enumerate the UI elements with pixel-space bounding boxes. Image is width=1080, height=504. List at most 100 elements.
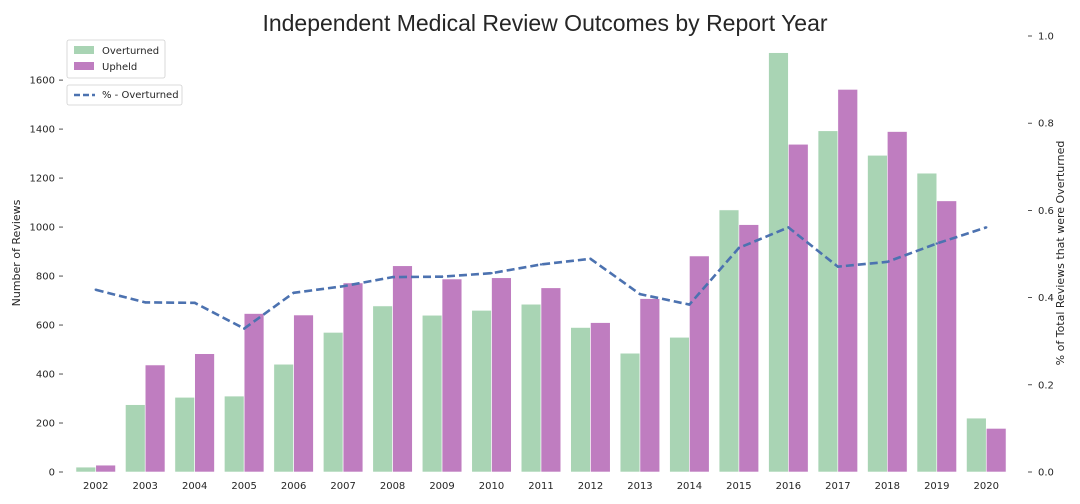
bar-upheld-2006 <box>293 314 314 473</box>
line-point-2011 <box>539 263 543 266</box>
x-tick-label-2009: 2009 <box>429 481 454 492</box>
bar-upheld-2011 <box>540 287 562 473</box>
y-tick-label-5: 1000 <box>30 223 55 234</box>
bar-overturned-2006 <box>273 363 294 473</box>
bar-overturned-2014 <box>669 336 690 473</box>
bar-overturned-2013 <box>619 352 641 473</box>
legend-swatch-upheld <box>74 62 94 70</box>
x-tick-label-2010: 2010 <box>479 481 504 492</box>
bar-overturned-2016 <box>768 52 789 473</box>
bar-upheld-2014 <box>689 255 710 473</box>
legend-label-upheld: Upheld <box>102 62 137 73</box>
line-point-2002 <box>94 288 97 291</box>
legend-line: % - Overturned <box>66 84 183 106</box>
line-point-2018 <box>886 260 889 264</box>
y-tick-label-0: 0 <box>49 468 55 479</box>
x-tick-label-2013: 2013 <box>627 481 652 492</box>
y-right-tick-label-0: 0.0 <box>1038 468 1054 479</box>
bar-upheld-2016 <box>788 143 809 473</box>
bar-overturned-2018 <box>867 154 888 473</box>
y-tick-label-8: 1600 <box>30 76 55 87</box>
legend-line-box <box>66 84 183 106</box>
bar-overturned-2011 <box>520 303 542 473</box>
y-right-tick-label-5: 1.0 <box>1038 32 1054 43</box>
bar-upheld-2009 <box>441 278 463 473</box>
x-tick-label-2019: 2019 <box>924 481 949 492</box>
x-tick-label-2004: 2004 <box>182 481 207 492</box>
x-tick-label-2014: 2014 <box>677 481 702 492</box>
line-point-2012 <box>589 257 592 260</box>
line-point-2006 <box>292 291 295 295</box>
bar-upheld-2010 <box>491 277 512 473</box>
legend-label-percent-overturned: % - Overturned <box>102 90 179 101</box>
y-tick-label-6: 1200 <box>30 174 55 185</box>
bar-overturned-2009 <box>421 314 443 473</box>
legend-bars: Overturned Upheld <box>66 39 166 79</box>
overturned-percent-line <box>94 226 988 330</box>
chart-title: Independent Medical Review Outcomes by R… <box>262 10 827 36</box>
bar-upheld-2020 <box>985 428 1007 473</box>
bar-upheld-2017 <box>837 89 858 473</box>
x-tick-label-2002: 2002 <box>83 481 108 492</box>
bar-overturned-2020 <box>966 417 987 473</box>
line-point-2014 <box>688 303 691 306</box>
y-tick-label-4: 800 <box>36 272 55 283</box>
x-tick-label-2005: 2005 <box>231 481 256 492</box>
bar-overturned-2003 <box>125 404 146 473</box>
right-axis: 0.0 0.2 0.4 0.6 0.8 1.0 <box>1028 32 1054 479</box>
line-point-2009 <box>440 275 444 278</box>
x-tick-label-2017: 2017 <box>825 481 850 492</box>
x-tick-label-2008: 2008 <box>380 481 405 492</box>
left-axis: 0 200 400 600 800 1000 1200 1400 1600 <box>30 76 63 479</box>
bar-overturned-2007 <box>323 332 344 473</box>
line-point-2017 <box>836 265 840 268</box>
x-tick-label-2003: 2003 <box>132 481 157 492</box>
y-tick-label-1: 200 <box>36 419 55 430</box>
bar-upheld-2008 <box>392 265 413 473</box>
bar-upheld-2018 <box>887 131 908 473</box>
bar-overturned-2017 <box>817 130 839 473</box>
bar-overturned-2012 <box>570 327 591 473</box>
line-point-2003 <box>144 301 147 304</box>
y-tick-label-3: 600 <box>36 321 55 332</box>
x-tick-label-2018: 2018 <box>875 481 900 492</box>
x-tick-label-2011: 2011 <box>528 481 553 492</box>
bar-upheld-2004 <box>194 353 215 473</box>
bar-overturned-2008 <box>372 305 393 473</box>
y-right-tick-label-2: 0.4 <box>1038 293 1054 304</box>
bar-overturned-2010 <box>471 310 492 473</box>
legend-swatch-overturned <box>74 46 94 54</box>
y-right-tick-label-4: 0.8 <box>1038 119 1054 130</box>
line-point-2019 <box>935 242 938 245</box>
line-point-2008 <box>391 275 394 279</box>
bar-overturned-2004 <box>174 396 195 473</box>
bars <box>75 52 1007 473</box>
line-point-2020 <box>985 226 988 229</box>
x-tick-label-2015: 2015 <box>726 481 751 492</box>
x-tick-label-2012: 2012 <box>578 481 603 492</box>
x-tick-label-2020: 2020 <box>974 481 999 492</box>
line-point-2010 <box>490 271 493 275</box>
bar-upheld-2007 <box>342 282 364 473</box>
bar-upheld-2013 <box>639 298 661 473</box>
bar-overturned-2005 <box>224 395 245 473</box>
bar-upheld-2003 <box>144 364 166 473</box>
line-point-2016 <box>787 226 790 229</box>
y-axis-right-label: % of Total Reviews that were Overturned <box>1054 141 1067 366</box>
bar-upheld-2015 <box>738 224 759 473</box>
bar-overturned-2019 <box>916 172 938 473</box>
line-point-2005 <box>242 327 246 330</box>
y-right-tick-label-3: 0.6 <box>1038 206 1054 217</box>
line-point-2007 <box>341 285 345 288</box>
line-point-2004 <box>193 301 196 305</box>
bar-overturned-2002 <box>75 466 97 473</box>
bar-upheld-2002 <box>95 464 116 473</box>
line-point-2015 <box>737 246 741 250</box>
y-tick-label-2: 400 <box>36 370 55 381</box>
x-tick-label-2016: 2016 <box>776 481 801 492</box>
bar-overturned-2015 <box>718 209 740 473</box>
y-axis-label: Number of Reviews <box>10 199 23 306</box>
bar-upheld-2005 <box>243 313 265 473</box>
bar-upheld-2012 <box>590 322 611 473</box>
